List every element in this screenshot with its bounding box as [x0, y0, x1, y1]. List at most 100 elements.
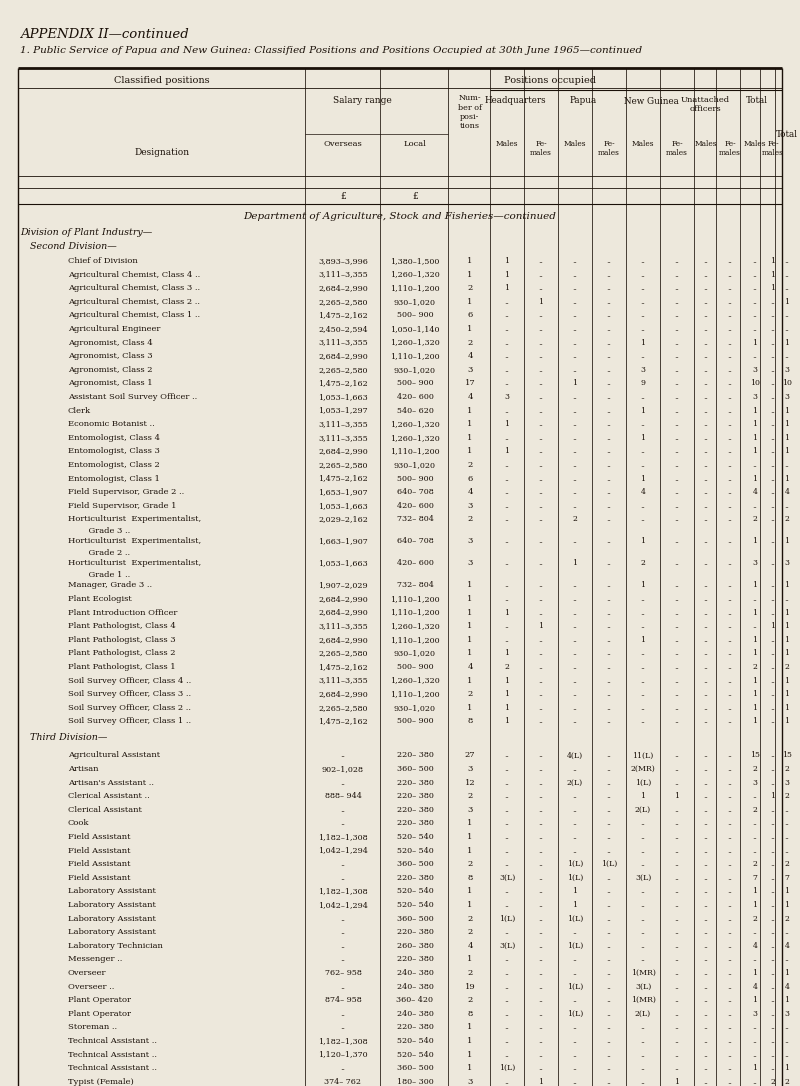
Text: Field Supervisor, Grade 1: Field Supervisor, Grade 1 — [68, 502, 177, 509]
Text: ..: .. — [674, 779, 679, 786]
Text: 4: 4 — [467, 942, 473, 950]
Text: ..: .. — [538, 420, 543, 428]
Text: 1: 1 — [505, 285, 510, 292]
Text: 2: 2 — [467, 460, 473, 469]
Text: ..: .. — [674, 1037, 679, 1045]
Text: Grade 1 ..: Grade 1 .. — [78, 570, 130, 579]
Text: 220– 380: 220– 380 — [397, 929, 434, 936]
Text: 360– 500: 360– 500 — [397, 765, 434, 773]
Text: 1,260–1,320: 1,260–1,320 — [390, 677, 440, 684]
Text: ..: .. — [606, 704, 611, 711]
Text: ..: .. — [770, 393, 775, 401]
Text: ..: .. — [674, 516, 679, 523]
Text: ..: .. — [770, 901, 775, 909]
Text: ..: .. — [727, 677, 733, 684]
Text: 15: 15 — [782, 752, 792, 759]
Text: 2: 2 — [785, 860, 790, 868]
Text: 2,684–2,990: 2,684–2,990 — [318, 595, 368, 603]
Text: ..: .. — [674, 447, 679, 455]
Text: 1: 1 — [467, 820, 473, 828]
Text: 1,260–1,320: 1,260–1,320 — [390, 339, 440, 346]
Text: Division of Plant Industry—: Division of Plant Industry— — [20, 228, 152, 237]
Text: ..: .. — [641, 352, 646, 361]
Text: 1,120–1,370: 1,120–1,370 — [318, 1050, 368, 1059]
Text: ..: .. — [606, 608, 611, 617]
Text: 1: 1 — [467, 704, 473, 711]
Text: Fe-
males: Fe- males — [598, 140, 620, 157]
Text: ..: .. — [727, 298, 733, 306]
Text: 12: 12 — [465, 779, 475, 786]
Text: ..: .. — [703, 874, 709, 882]
Text: Technical Assistant ..: Technical Assistant .. — [68, 1050, 157, 1059]
Text: ..: .. — [538, 677, 543, 684]
Text: 1: 1 — [467, 622, 473, 630]
Text: ..: .. — [727, 942, 733, 950]
Text: ..: .. — [703, 393, 709, 401]
Text: Headquarters: Headquarters — [484, 96, 546, 105]
Text: Plant Pathologist, Class 4: Plant Pathologist, Class 4 — [68, 622, 176, 630]
Text: 1: 1 — [770, 285, 775, 292]
Text: ..: .. — [641, 447, 646, 455]
Text: 1: 1 — [785, 969, 790, 977]
Text: Grade 2 ..: Grade 2 .. — [78, 548, 130, 556]
Text: ..: .. — [573, 298, 578, 306]
Text: 1: 1 — [538, 1077, 543, 1086]
Text: ..: .. — [727, 1064, 733, 1072]
Text: 2: 2 — [467, 285, 473, 292]
Text: ..: .. — [727, 649, 733, 657]
Text: ..: .. — [341, 942, 346, 950]
Text: ..: .. — [753, 847, 758, 855]
Text: 1,653–1,907: 1,653–1,907 — [318, 489, 368, 496]
Text: ..: .. — [770, 847, 775, 855]
Text: 1,050–1,140: 1,050–1,140 — [390, 325, 440, 333]
Text: Agricultural Chemist, Class 2 ..: Agricultural Chemist, Class 2 .. — [68, 298, 200, 306]
Text: ..: .. — [770, 538, 775, 545]
Text: ..: .. — [606, 1037, 611, 1045]
Text: 1,042–1,294: 1,042–1,294 — [318, 847, 368, 855]
Text: ..: .. — [674, 820, 679, 828]
Text: ..: .. — [703, 447, 709, 455]
Text: ..: .. — [573, 502, 578, 509]
Text: Clerical Assistant: Clerical Assistant — [68, 806, 142, 813]
Text: ..: .. — [505, 559, 510, 567]
Text: ..: .. — [641, 1050, 646, 1059]
Text: ..: .. — [341, 956, 346, 963]
Text: ..: .. — [674, 969, 679, 977]
Text: 3: 3 — [467, 806, 473, 813]
Text: ..: .. — [727, 1037, 733, 1045]
Text: ..: .. — [538, 285, 543, 292]
Text: 1: 1 — [505, 270, 510, 279]
Text: ..: .. — [674, 298, 679, 306]
Text: Agricultural Engineer: Agricultural Engineer — [68, 325, 160, 333]
Text: ..: .. — [727, 765, 733, 773]
Text: ..: .. — [770, 595, 775, 603]
Text: 1(L): 1(L) — [567, 983, 583, 990]
Text: ..: .. — [538, 312, 543, 319]
Text: ..: .. — [674, 956, 679, 963]
Text: 2,450–2,594: 2,450–2,594 — [318, 325, 368, 333]
Text: ..: .. — [703, 847, 709, 855]
Text: ..: .. — [505, 1023, 510, 1032]
Text: ..: .. — [606, 1064, 611, 1072]
Text: ..: .. — [770, 662, 775, 671]
Text: ..: .. — [538, 765, 543, 773]
Text: 3,893–3,996: 3,893–3,996 — [318, 257, 368, 265]
Text: ..: .. — [727, 792, 733, 800]
Text: 1: 1 — [785, 420, 790, 428]
Text: ..: .. — [538, 1010, 543, 1018]
Text: Laboratory Assistant: Laboratory Assistant — [68, 887, 156, 895]
Text: ..: .. — [341, 779, 346, 786]
Text: Agricultural Chemist, Class 1 ..: Agricultural Chemist, Class 1 .. — [68, 312, 200, 319]
Text: ..: .. — [573, 475, 578, 482]
Text: 1: 1 — [641, 339, 646, 346]
Text: 1,260–1,320: 1,260–1,320 — [390, 433, 440, 442]
Text: ..: .. — [573, 352, 578, 361]
Text: ..: .. — [703, 475, 709, 482]
Text: ..: .. — [606, 752, 611, 759]
Text: 1,182–1,308: 1,182–1,308 — [318, 833, 368, 841]
Text: 1(L): 1(L) — [499, 914, 515, 923]
Text: 1: 1 — [467, 420, 473, 428]
Text: ..: .. — [785, 285, 790, 292]
Text: 1: 1 — [505, 718, 510, 725]
Text: ..: .. — [770, 489, 775, 496]
